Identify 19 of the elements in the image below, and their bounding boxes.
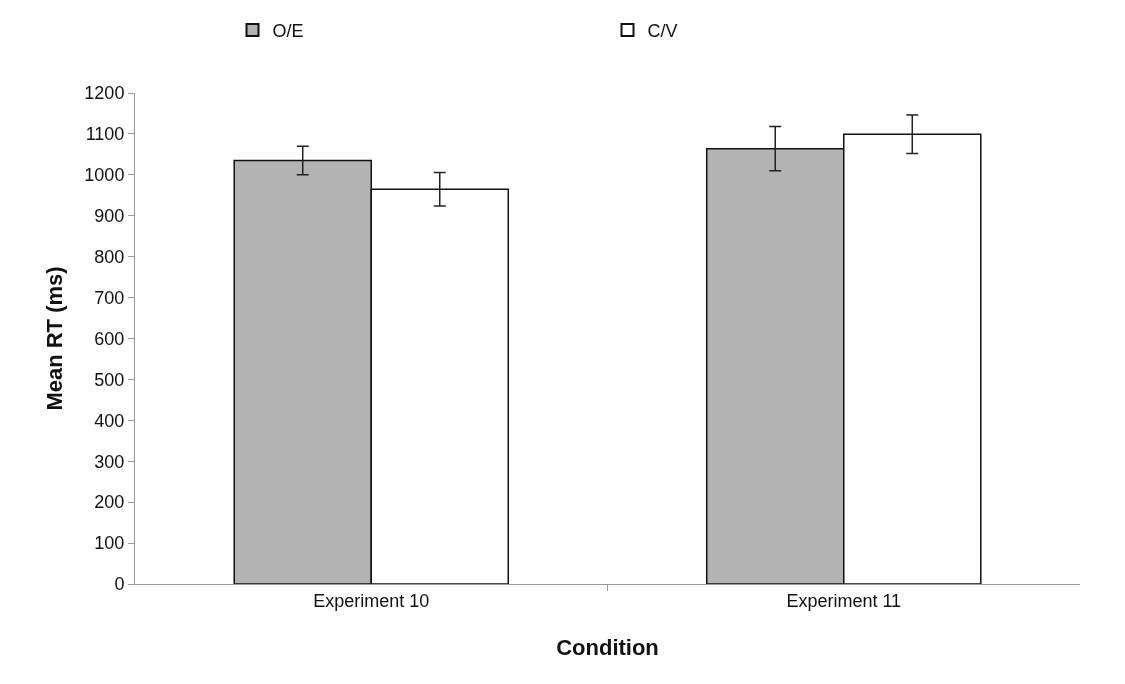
- legend-label: O/E: [272, 21, 304, 42]
- y-tick-label: 1000: [84, 165, 125, 186]
- y-tick-label: 900: [94, 206, 125, 227]
- y-tick-label: 400: [94, 410, 125, 431]
- legend-label: C/V: [647, 21, 678, 42]
- x-tick-label: Experiment 11: [786, 590, 902, 611]
- y-tick-label: 100: [94, 533, 125, 554]
- y-tick-label: 1200: [84, 83, 125, 104]
- x-tick-label: Experiment 10: [313, 590, 430, 611]
- y-tick-label: 800: [94, 246, 125, 267]
- y-axis-title: Mean RT (ms): [42, 266, 68, 411]
- y-tick-label: 600: [94, 328, 125, 349]
- y-tick-label: 500: [94, 369, 125, 390]
- y-tick-label: 300: [94, 451, 125, 472]
- x-axis-title: Condition: [556, 635, 659, 661]
- y-tick-label: 200: [94, 492, 125, 513]
- y-tick-label: 1100: [85, 124, 125, 145]
- y-tick-label: 0: [114, 574, 125, 595]
- y-tick-label: 700: [94, 287, 125, 308]
